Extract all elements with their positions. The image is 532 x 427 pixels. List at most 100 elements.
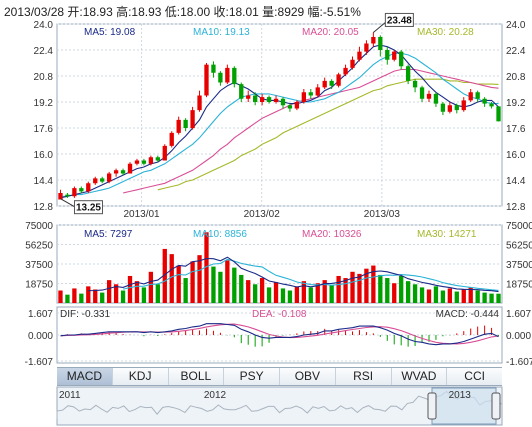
- tab-wvad[interactable]: WVAD: [391, 368, 448, 385]
- candle-up: [336, 74, 341, 86]
- volume-bar: [204, 232, 209, 303]
- volume-bar: [419, 287, 425, 303]
- volume-bar: [141, 287, 147, 303]
- candle-down: [329, 80, 334, 86]
- volume-bar: [134, 281, 140, 303]
- candle-up: [315, 87, 320, 96]
- candle-up: [447, 105, 453, 112]
- volume-bar: [162, 248, 167, 303]
- volume-bar: [378, 274, 383, 303]
- volume-panel: 75000 75000 56250 56250 37500 37500 18750 18750…: [25, 221, 532, 304]
- candle-down: [183, 119, 188, 128]
- candle-up: [294, 102, 300, 109]
- candle-up: [468, 92, 473, 101]
- price-y-tick-right: 12.8: [506, 202, 526, 213]
- range-navigator[interactable]: 2011 2012 2013: [56, 386, 503, 426]
- tab-kdj[interactable]: KDJ: [112, 368, 169, 385]
- macd-y-tick-left: 0.000: [28, 331, 53, 342]
- volume-bar: [294, 286, 300, 303]
- volume-bar: [79, 293, 84, 303]
- volume-bar: [169, 254, 174, 303]
- volume-bar: [253, 284, 258, 303]
- price-y-tick-right: 14.4: [506, 176, 526, 187]
- volume-bar: [405, 281, 411, 303]
- volume-legend-ma30: MA30: 14271: [417, 229, 477, 240]
- volume-bar: [183, 278, 188, 303]
- navigator-right-handle: [491, 392, 501, 420]
- volume-bar: [315, 283, 320, 303]
- volume-bar: [426, 289, 432, 303]
- candle-down: [385, 50, 390, 60]
- macd-plot-frame: [56, 306, 503, 364]
- volume-bar: [232, 267, 237, 303]
- candle-up: [93, 178, 98, 184]
- price-y-tick-right: 24.0: [506, 20, 526, 31]
- macd-panel: 1.607 1.607 0.000 0.000 -1.607 -1.607 DIF: -0.…: [25, 306, 532, 368]
- x-axis-label: 2013/02: [244, 209, 281, 220]
- low-marker-box: [73, 200, 103, 215]
- macd-y-tick-left: -1.607: [25, 357, 54, 368]
- price-y-tick-right: 20.8: [506, 72, 526, 83]
- candle-down: [482, 98, 487, 104]
- candle-down: [308, 92, 313, 96]
- tab-boll[interactable]: BOLL: [168, 368, 225, 385]
- volume-y-tick-left: 18750: [25, 280, 53, 291]
- price-y-tick-right: 19.2: [506, 98, 526, 109]
- macd-y-tick-right: 1.607: [506, 309, 531, 320]
- candle-down: [100, 178, 105, 182]
- candle-up: [113, 170, 119, 174]
- candle-down: [239, 84, 244, 99]
- tab-obv[interactable]: OBV: [280, 368, 336, 385]
- candle-down: [120, 170, 126, 174]
- tab-macd[interactable]: MACD: [57, 368, 113, 385]
- price-y-tick-left: 17.6: [34, 124, 54, 135]
- candle-up: [343, 67, 348, 75]
- tab-psy[interactable]: PSY: [224, 368, 280, 385]
- candle-down: [218, 72, 223, 83]
- volume-bar: [86, 286, 91, 303]
- volume-bar: [246, 280, 251, 303]
- volume-ma5-line: [88, 256, 499, 293]
- volume-bar: [350, 271, 355, 303]
- volume-y-tick-right: 75000: [506, 221, 532, 232]
- price-legend-ma10: MA10: 19.13: [193, 27, 250, 38]
- candle-down: [440, 103, 446, 112]
- volume-bar: [482, 292, 487, 303]
- low-marker-leader: [60, 198, 75, 208]
- navigator-year-label: 2013: [449, 390, 472, 401]
- candle-down: [280, 98, 286, 106]
- volume-bar: [399, 275, 404, 303]
- volume-bar: [364, 268, 369, 303]
- price-legend-ma5: MA5: 19.08: [84, 27, 136, 38]
- tab-cci[interactable]: CCI: [447, 368, 502, 385]
- candle-up: [127, 163, 133, 174]
- candle-up: [371, 37, 376, 44]
- volume-bar: [266, 287, 272, 303]
- price-y-tick-left: 22.4: [34, 46, 54, 57]
- price-legend-ma30: MA30: 20.28: [417, 27, 474, 38]
- price-y-tick-left: 16.0: [34, 150, 54, 161]
- volume-bar: [155, 284, 160, 303]
- price-y-tick-right: 16.0: [506, 150, 526, 161]
- candle-up: [350, 59, 355, 68]
- tab-rsi[interactable]: RSI: [335, 368, 392, 385]
- candle-down: [155, 157, 160, 161]
- high-marker-label: 23.48: [387, 15, 412, 26]
- volume-bar: [218, 271, 223, 303]
- candle-up: [301, 92, 306, 102]
- candle-down: [141, 160, 147, 164]
- volume-y-tick-left: 56250: [25, 241, 53, 252]
- candle-down: [496, 106, 501, 122]
- x-axis-label: 2013/03: [364, 209, 401, 220]
- ma30-line: [157, 78, 499, 191]
- volume-legend-ma5: MA5: 7297: [84, 229, 133, 240]
- volume-bar: [65, 294, 70, 303]
- price-y-tick-right: 22.4: [506, 46, 526, 57]
- price-y-tick-left: 20.8: [34, 72, 54, 83]
- volume-bar: [120, 290, 126, 303]
- volume-bar: [454, 291, 459, 303]
- volume-bar: [273, 282, 279, 303]
- navigator-left-handle: [427, 392, 437, 420]
- dea-label: DEA: -0.108: [252, 309, 307, 320]
- ma5-line: [60, 44, 499, 199]
